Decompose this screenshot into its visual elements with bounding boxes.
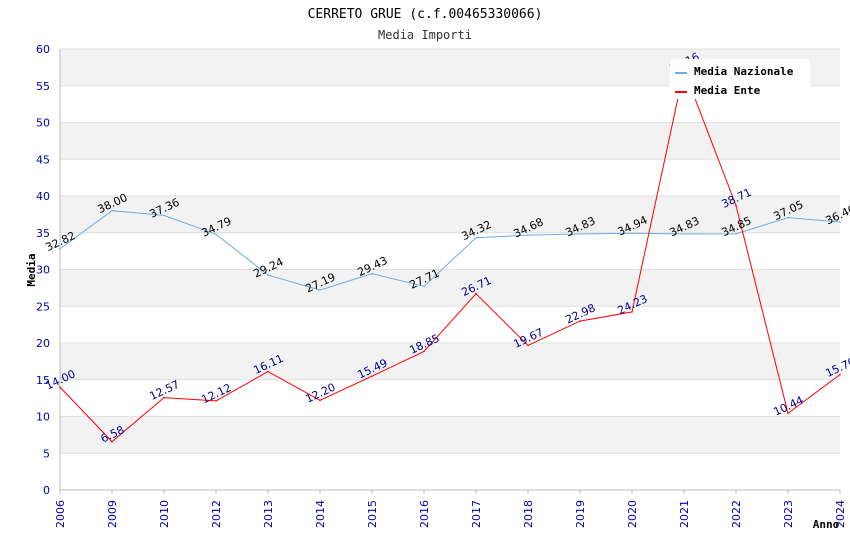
legend-box — [670, 59, 810, 99]
x-tick-label: 2020 — [626, 500, 639, 528]
grid-bands — [60, 48, 840, 491]
x-tick-label: 2024 — [834, 500, 847, 528]
y-tick-label: 15 — [36, 374, 50, 387]
point-media-nazionale — [423, 285, 425, 288]
point-media-nazionale — [683, 233, 685, 235]
legend: Media Nazionale Media Ente — [670, 59, 810, 99]
x-tick-label: 2021 — [678, 500, 691, 528]
point-media-nazionale — [371, 272, 373, 275]
legend-label-ente: Media Ente — [694, 84, 761, 97]
y-tick-label: 10 — [36, 411, 50, 424]
y-tick-label: 50 — [36, 117, 50, 130]
x-tick-label: 2016 — [418, 500, 431, 528]
point-media-ente — [787, 412, 789, 415]
y-tick-label: 35 — [36, 227, 50, 240]
x-tick-label: 2009 — [106, 500, 119, 528]
point-media-nazionale — [475, 236, 477, 239]
point-media-nazionale — [111, 209, 113, 212]
series-group — [59, 68, 841, 443]
x-tick-label: 2010 — [158, 500, 171, 528]
point-media-nazionale — [579, 233, 581, 235]
point-media-ente — [579, 320, 581, 322]
x-tick-label: 2022 — [730, 500, 743, 528]
point-media-nazionale — [319, 289, 321, 291]
grid-band — [60, 232, 840, 270]
x-axis-label: Anno — [813, 518, 840, 531]
x-tick-label: 2019 — [574, 500, 587, 528]
x-tick-label: 2012 — [210, 500, 223, 528]
grid-band — [60, 159, 840, 196]
point-media-nazionale — [215, 233, 217, 236]
point-media-nazionale — [527, 234, 529, 236]
point-media-ente — [59, 386, 61, 388]
grid-band — [60, 269, 840, 307]
x-tick-label: 2018 — [522, 500, 535, 528]
y-axis-ticks: 0 5 10 15 20 25 30 35 40 45 50 55 60 — [36, 43, 50, 497]
series-line-media-nazionale — [59, 210, 841, 291]
grid-band — [60, 306, 840, 343]
x-tick-label: 2017 — [470, 500, 483, 528]
y-tick-label: 20 — [36, 337, 50, 350]
x-tick-label: 2023 — [782, 500, 795, 528]
chart-subtitle: Media Importi — [378, 28, 472, 42]
y-tick-label: 55 — [36, 80, 50, 93]
y-tick-label: 25 — [36, 300, 50, 313]
point-media-ente — [163, 396, 165, 399]
grid-band — [60, 379, 840, 417]
point-media-ente — [215, 400, 217, 402]
point-media-nazionale — [163, 214, 165, 217]
x-tick-label: 2014 — [314, 500, 327, 528]
x-tick-label: 2006 — [54, 500, 67, 528]
y-tick-label: 5 — [43, 447, 50, 460]
y-tick-label: 30 — [36, 264, 50, 277]
point-media-nazionale — [631, 232, 633, 234]
point-media-ente — [839, 373, 841, 376]
point-media-ente — [735, 204, 737, 207]
grid-band — [60, 196, 840, 233]
series-line-media-ente — [59, 68, 841, 443]
point-media-nazionale — [267, 274, 269, 276]
grid-band — [60, 343, 840, 380]
point-media-ente — [371, 375, 373, 377]
grid-band — [60, 122, 840, 160]
point-media-ente — [423, 350, 425, 353]
y-axis-label: Media — [25, 253, 38, 286]
grid-band — [60, 453, 840, 490]
y-tick-label: 45 — [36, 153, 50, 166]
y-tick-label: 0 — [43, 484, 50, 497]
grid-band — [60, 416, 840, 454]
point-media-ente — [319, 399, 321, 402]
point-media-nazionale — [787, 216, 789, 219]
point-media-nazionale — [839, 221, 841, 223]
chart-title: CERRETO GRUE (c.f.00465330066) — [308, 7, 543, 22]
point-media-ente — [631, 311, 633, 313]
point-media-ente — [111, 440, 113, 443]
x-tick-label: 2013 — [262, 500, 275, 528]
point-media-nazionale — [59, 247, 61, 250]
legend-label-nazionale: Media Nazionale — [694, 65, 794, 78]
point-media-ente — [475, 292, 477, 295]
point-media-ente — [267, 370, 269, 373]
y-tick-label: 60 — [36, 43, 50, 56]
x-tick-label: 2015 — [366, 500, 379, 528]
point-media-nazionale — [735, 233, 737, 235]
x-axis-ticks: 2006 2009 2010 2012 2013 2014 2015 2016 2017 2018… — [54, 490, 847, 528]
y-tick-label: 40 — [36, 190, 50, 203]
point-media-ente — [527, 344, 529, 347]
